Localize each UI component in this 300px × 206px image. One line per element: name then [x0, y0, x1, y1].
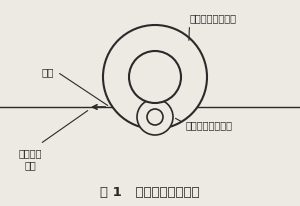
Circle shape — [147, 109, 163, 125]
Circle shape — [137, 99, 173, 135]
Text: 电缆走线
方向: 电缆走线 方向 — [18, 147, 42, 170]
Text: 旋转编码器主动轮: 旋转编码器主动轮 — [189, 13, 237, 41]
Circle shape — [103, 26, 207, 129]
Text: 图 1   线速度测速示意图: 图 1 线速度测速示意图 — [100, 186, 200, 199]
Text: 旋转编码器从动轮: 旋转编码器从动轮 — [176, 119, 233, 129]
Circle shape — [129, 52, 181, 103]
Text: 电缆: 电缆 — [42, 67, 108, 106]
